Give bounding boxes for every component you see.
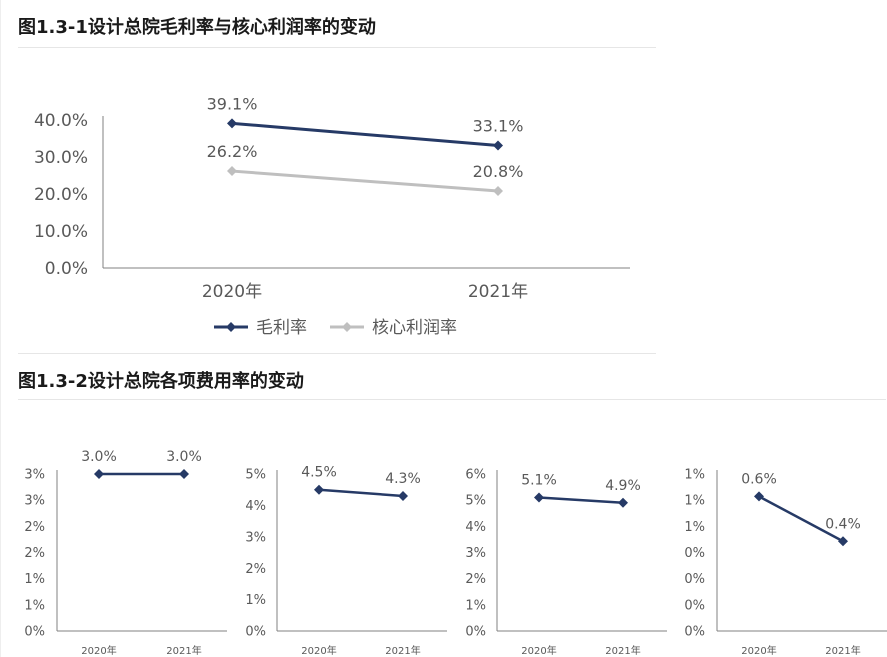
chart1-y-tick-label: 2% bbox=[24, 546, 45, 561]
chart1-series0-point bbox=[179, 469, 189, 479]
chart2-series0-line bbox=[318, 488, 404, 498]
chart2-series0-point bbox=[398, 490, 408, 501]
chart3-y-tick-label: 5% bbox=[465, 494, 486, 509]
chart0-series0-data-label: 39.1% bbox=[207, 94, 258, 113]
page-left-border bbox=[0, 0, 1, 657]
chart0-series1-data-label: 26.2% bbox=[207, 142, 258, 161]
section1-title: 图1.3-1设计总院毛利率与核心利润率的变动 bbox=[18, 17, 376, 38]
chart2-series0-data-label: 4.5% bbox=[301, 465, 337, 481]
chart0-series1-point bbox=[227, 166, 237, 177]
chart0-series1-line bbox=[231, 169, 499, 193]
chart3-series0-point bbox=[618, 497, 628, 508]
chart2-x-tick-label: 2021年 bbox=[385, 644, 420, 657]
chart3-series0-data-label: 5.1% bbox=[521, 473, 557, 489]
section1-bottom-divider bbox=[18, 353, 656, 354]
chart0-series1-point bbox=[493, 186, 503, 197]
chart4-y-tick-label: 0% bbox=[684, 598, 705, 613]
chart1-y-tick-label: 1% bbox=[24, 598, 45, 613]
chart3-series0-line bbox=[538, 496, 624, 505]
chart0-y-tick-label: 30.0% bbox=[34, 148, 88, 168]
chart4-y-tick-label: 1% bbox=[684, 468, 705, 483]
chart4-series0-data-label: 0.4% bbox=[825, 516, 861, 532]
chart0-series1-data-label: 20.8% bbox=[473, 162, 524, 181]
chart0-x-tick-label: 2020年 bbox=[202, 282, 262, 302]
chart0-series0-point bbox=[493, 140, 503, 151]
chart2-x-tick-label: 2020年 bbox=[301, 644, 336, 657]
chart4-y-tick-label: 1% bbox=[684, 520, 705, 535]
chart1-y-tick-label: 3% bbox=[24, 468, 45, 483]
chart2-y-tick-label: 4% bbox=[245, 499, 266, 514]
legend-marker-series0 bbox=[226, 322, 236, 332]
chart0-series0-line bbox=[231, 121, 499, 148]
chart0-x-tick-label: 2021年 bbox=[468, 282, 528, 302]
chart4-series0-data-label: 0.6% bbox=[741, 471, 777, 487]
chart2-y-tick-label: 0% bbox=[245, 625, 266, 640]
chart2-y-tick-label: 5% bbox=[245, 468, 266, 483]
chart2-y-tick-label: 3% bbox=[245, 530, 266, 545]
chart3-series0-point bbox=[534, 492, 544, 503]
chart1-y-tick-label: 0% bbox=[24, 625, 45, 640]
chart4-series0-point bbox=[754, 491, 764, 502]
chart1-x-tick-label: 2021年 bbox=[166, 644, 201, 657]
chart0-series0-data-label: 33.1% bbox=[473, 117, 524, 136]
chart1-series0-point bbox=[94, 469, 104, 479]
chart1-series0-data-label: 3.0% bbox=[166, 449, 202, 465]
chart4-y-tick-label: 0% bbox=[684, 625, 705, 640]
chart4-series0-point bbox=[838, 536, 848, 547]
chart2-series0-data-label: 4.3% bbox=[385, 471, 421, 487]
chart0-y-tick-label: 0.0% bbox=[45, 259, 88, 279]
legend-label-series0: 毛利率 bbox=[256, 318, 307, 338]
section2-title: 图1.3-2设计总院各项费用率的变动 bbox=[18, 371, 304, 392]
chart3-x-tick-label: 2021年 bbox=[605, 644, 640, 657]
chart3-y-tick-label: 1% bbox=[465, 598, 486, 613]
chart2-y-tick-label: 2% bbox=[245, 562, 266, 577]
chart0-y-tick-label: 20.0% bbox=[34, 185, 88, 205]
chart1-y-tick-label: 1% bbox=[24, 572, 45, 587]
section1-divider bbox=[18, 47, 656, 48]
chart3-y-tick-label: 6% bbox=[465, 468, 486, 483]
section2-divider bbox=[18, 399, 886, 400]
chart4-series0-line bbox=[758, 495, 844, 543]
chart1-series0-data-label: 3.0% bbox=[81, 449, 117, 465]
chart0-y-tick-label: 40.0% bbox=[34, 111, 88, 131]
chart0-y-tick-label: 10.0% bbox=[34, 222, 88, 242]
chart3-y-tick-label: 3% bbox=[465, 546, 486, 561]
chart1-y-tick-label: 3% bbox=[24, 494, 45, 509]
chart4-y-tick-label: 0% bbox=[684, 572, 705, 587]
chart2-y-tick-label: 1% bbox=[245, 593, 266, 608]
legend-label-series1: 核心利润率 bbox=[372, 318, 457, 338]
chart3-y-tick-label: 4% bbox=[465, 520, 486, 535]
chart0-series0-point bbox=[227, 118, 237, 129]
chart3-y-tick-label: 0% bbox=[465, 625, 486, 640]
chart4-y-tick-label: 0% bbox=[684, 546, 705, 561]
chart3-x-tick-label: 2020年 bbox=[521, 644, 556, 657]
chart3-y-tick-label: 2% bbox=[465, 572, 486, 587]
chart1-y-tick-label: 2% bbox=[24, 520, 45, 535]
legend-marker-series1 bbox=[342, 322, 352, 332]
chart4-x-tick-label: 2021年 bbox=[825, 644, 860, 657]
chart2-series0-point bbox=[314, 484, 324, 495]
chart4-x-tick-label: 2020年 bbox=[741, 644, 776, 657]
chart1-x-tick-label: 2020年 bbox=[81, 644, 116, 657]
chart4-y-tick-label: 1% bbox=[684, 494, 705, 509]
chart3-series0-data-label: 4.9% bbox=[605, 478, 641, 494]
